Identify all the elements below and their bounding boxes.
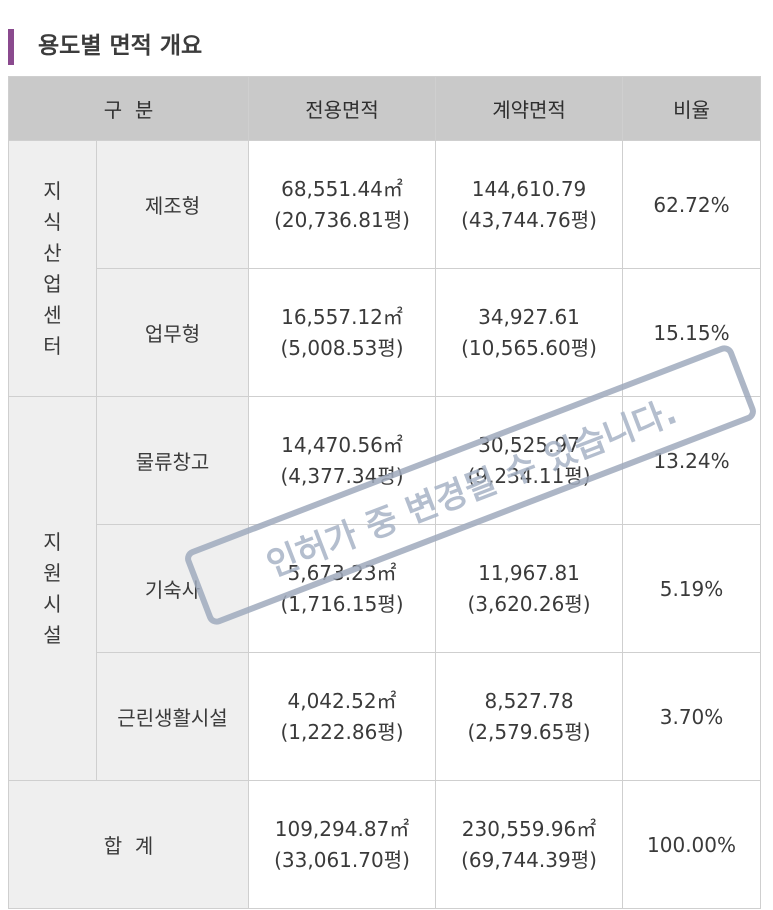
ratio-cell: 5.19% xyxy=(622,524,762,653)
exclusive-area-cell: 68,551.44㎡ (20,736.81평) xyxy=(248,140,437,269)
table-row: 업무형 16,557.12㎡ (5,008.53평) 34,927.61 (10… xyxy=(9,268,762,397)
ratio-cell: 62.72% xyxy=(622,140,762,269)
header-exclusive-area: 전용면적 xyxy=(248,76,437,141)
header-ratio: 비율 xyxy=(622,76,762,141)
group-support-facilities: 지 원 시 설 xyxy=(8,396,97,781)
total-label: 합 계 xyxy=(7,780,250,909)
header-category: 구 분 xyxy=(7,76,250,141)
ratio-cell: 3.70% xyxy=(622,652,762,781)
ratio-cell: 13.24% xyxy=(622,396,762,525)
contract-area-cell: 34,927.61 (10,565.60평) xyxy=(435,268,624,397)
page-title: 용도별 면적 개요 xyxy=(38,33,203,59)
header-contract-area: 계약면적 xyxy=(435,76,624,141)
table-header-row: 구 분 전용면적 계약면적 비율 xyxy=(7,76,762,141)
total-row: 합 계 109,294.87㎡ (33,061.70평) 230,559.96㎡… xyxy=(7,780,762,909)
sub-category: 근린생활시설 xyxy=(95,652,250,781)
contract-area-cell: 11,967.81 (3,620.26평) xyxy=(435,524,624,653)
exclusive-area-cell: 5,673.23㎡ (1,716.15평) xyxy=(248,524,437,653)
sub-category: 제조형 xyxy=(95,140,250,269)
table-row: 기숙사 5,673.23㎡ (1,716.15평) 11,967.81 (3,6… xyxy=(9,524,762,653)
sub-category: 물류창고 xyxy=(95,396,250,525)
exclusive-area-cell: 14,470.56㎡ (4,377.34평) xyxy=(248,396,437,525)
table-row: 지 식 산 업 센 터 제조형 68,551.44㎡ (20,736.81평) … xyxy=(8,140,762,397)
table-row: 근린생활시설 4,042.52㎡ (1,222.86평) 8,527.78 (2… xyxy=(9,652,762,781)
contract-area-cell: 8,527.78 (2,579.65평) xyxy=(435,652,624,781)
group-knowledge-industry-center: 지 식 산 업 센 터 xyxy=(8,140,97,397)
contract-area-cell: 144,610.79 (43,744.76평) xyxy=(435,140,624,269)
area-table: 구 분 전용면적 계약면적 비율 지 식 산 업 센 터 제조형 68,551.… xyxy=(7,76,762,909)
exclusive-area-cell: 16,557.12㎡ (5,008.53평) xyxy=(248,268,437,397)
title-accent-bar xyxy=(8,29,14,65)
table-row: 지 원 시 설 물류창고 14,470.56㎡ (4,377.34평) 30,5… xyxy=(8,396,762,781)
total-exclusive-area: 109,294.87㎡ (33,061.70평) xyxy=(248,780,437,909)
ratio-cell: 15.15% xyxy=(622,268,762,397)
sub-category: 기숙사 xyxy=(95,524,250,653)
total-contract-area: 230,559.96㎡ (69,744.39평) xyxy=(435,780,624,909)
contract-area-cell: 30,525.97 (9,234.11평) xyxy=(435,396,624,525)
total-ratio: 100.00% xyxy=(622,780,762,909)
exclusive-area-cell: 4,042.52㎡ (1,222.86평) xyxy=(248,652,437,781)
sub-category: 업무형 xyxy=(95,268,250,397)
